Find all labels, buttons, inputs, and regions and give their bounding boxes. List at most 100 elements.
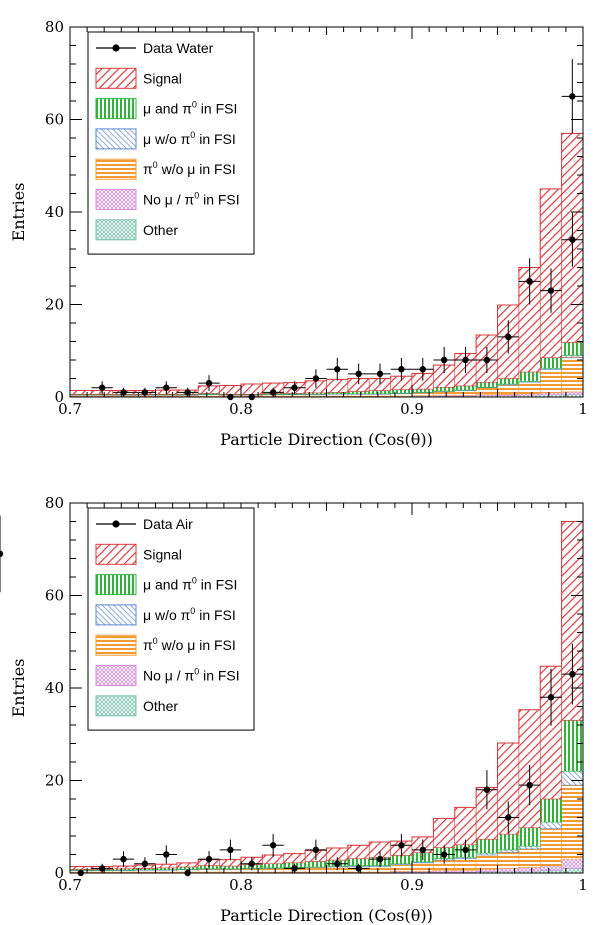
x-tick-label: 1	[578, 400, 588, 418]
legend-label: π0​ w/o μ in FSI	[143, 160, 236, 177]
bar-pi0_wo_mu	[497, 851, 520, 869]
y-axis-title: Entries	[9, 183, 28, 242]
data-point	[561, 212, 584, 267]
y-tick-label: 80	[45, 18, 64, 36]
bar-signal	[219, 385, 242, 395]
bar-mu_and_pi0	[518, 371, 541, 382]
bar-mu_wo_pi0	[539, 821, 562, 829]
bar-pi0_wo_mu	[518, 381, 541, 395]
bar-mu_and_pi0	[539, 798, 562, 823]
bar-pi0_wo_mu	[475, 854, 498, 870]
x-tick-label: 0.7	[58, 876, 82, 894]
legend-swatch	[95, 634, 137, 656]
bar-mu_and_pi0	[433, 386, 456, 392]
data-point	[518, 764, 541, 806]
legend-swatch	[95, 574, 137, 596]
bar-no_mu_pi0	[561, 391, 584, 395]
bar-pi0_wo_mu	[518, 848, 541, 868]
data-point	[112, 387, 135, 397]
data-point	[91, 381, 113, 395]
data-point	[433, 346, 455, 374]
bar-signal	[347, 844, 370, 859]
data-point	[390, 833, 413, 857]
data-point	[390, 357, 413, 381]
bar-pi0_wo_mu	[561, 356, 584, 393]
data-point	[497, 320, 519, 354]
bar-mu_wo_pi0	[561, 770, 584, 786]
bar-no_mu_pi0	[518, 867, 541, 872]
air-panel: 0.7 0.8 0.9 1 0 20 40 60 80 Particle Direction (C…	[0, 494, 588, 925]
legend-label: No μ / π0​ in FSI	[143, 191, 240, 208]
x-tick-label: 0.9	[400, 876, 424, 894]
bar-other	[561, 868, 584, 874]
bar-signal	[176, 862, 199, 868]
bar-mu_and_pi0	[304, 861, 327, 868]
x-axis-title: Particle Direction (Cos(θ))	[220, 906, 433, 925]
legend-swatch	[95, 67, 137, 89]
bar-mu_and_pi0	[368, 390, 391, 395]
data-point	[283, 863, 306, 873]
bar-pi0_wo_mu	[433, 391, 456, 396]
legend-label: Other	[143, 698, 178, 714]
bar-pi0_wo_mu	[219, 868, 242, 873]
bar-signal	[283, 853, 306, 864]
bar-mu_and_pi0	[454, 385, 477, 391]
bar-pi0_wo_mu	[197, 868, 220, 873]
bar-mu_and_pi0	[390, 389, 413, 394]
bar-mu_and_pi0	[219, 865, 242, 870]
data-point	[134, 387, 156, 397]
data-point	[198, 851, 220, 868]
data-point	[518, 258, 541, 305]
bar-pi0_wo_mu	[368, 866, 391, 873]
legend-item-no_mu_pi0: No μ / π0​ in FSI	[95, 665, 240, 686]
y-tick-label: 40	[45, 679, 64, 697]
y-tick-label: 40	[45, 203, 64, 221]
legend-swatch	[95, 665, 137, 686]
legend-item-signal: Signal	[95, 543, 182, 565]
bar-mu_and_pi0	[390, 855, 413, 865]
legend: Data Water Signal μ and π0​ in FSI μ w/o π0…	[87, 31, 255, 255]
data-point	[112, 851, 135, 868]
bar-mu_and_pi0	[475, 838, 498, 854]
x-axis-title: Particle Direction (Cos(θ))	[220, 430, 433, 449]
legend-item-no_mu_pi0: No μ / π0​ in FSI	[95, 189, 240, 210]
data-point	[561, 59, 583, 134]
x-tick-label: 1	[578, 876, 588, 894]
bar-pi0_wo_mu	[539, 828, 562, 866]
bar-mu_and_pi0	[518, 827, 541, 847]
legend-item-mu_and_pi0: μ and π0​ in FSI	[95, 98, 237, 120]
bar-no_mu_pi0	[561, 858, 584, 869]
bar-pi0_wo_mu	[497, 384, 520, 395]
y-tick-label: 0	[54, 864, 64, 882]
bar-signal	[433, 818, 456, 848]
legend-label: μ w/o π0​ in FSI	[143, 606, 236, 623]
data-point	[326, 357, 348, 381]
bar-mu_and_pi0	[561, 342, 584, 356]
bar-pi0_wo_mu	[411, 392, 434, 396]
bar-mu_and_pi0	[497, 378, 520, 385]
bar-no_mu_pi0	[539, 865, 562, 871]
legend-label: μ and π0​ in FSI	[143, 576, 237, 593]
bar-pi0_wo_mu	[454, 390, 477, 396]
y-axis-title: Entries	[9, 659, 28, 718]
legend-swatch	[95, 189, 137, 210]
legend-swatch	[95, 543, 137, 565]
y-tick-label: 0	[54, 388, 64, 406]
bar-mu_wo_pi0	[518, 845, 541, 850]
legend-swatch	[95, 219, 137, 241]
legend-item-data: Data Air	[96, 516, 193, 532]
legend-item-data: Data Water	[96, 40, 214, 56]
x-tick-label: 0.8	[229, 876, 253, 894]
data-point	[219, 839, 242, 861]
data-point	[326, 857, 348, 871]
bar-pi0_wo_mu	[561, 784, 584, 860]
data-point	[241, 857, 263, 871]
water-panel: 0.7 0.8 0.9 1 0 20 40 60 80 Particle Direction (C…	[9, 18, 588, 449]
bar-mu_and_pi0	[176, 866, 199, 870]
bar-signal	[326, 379, 349, 393]
data-point	[369, 851, 391, 868]
data-point	[369, 363, 391, 385]
legend-item-other: Other	[95, 219, 178, 241]
legend-label: μ and π0​ in FSI	[143, 100, 237, 117]
bar-mu_and_pi0	[561, 720, 584, 772]
